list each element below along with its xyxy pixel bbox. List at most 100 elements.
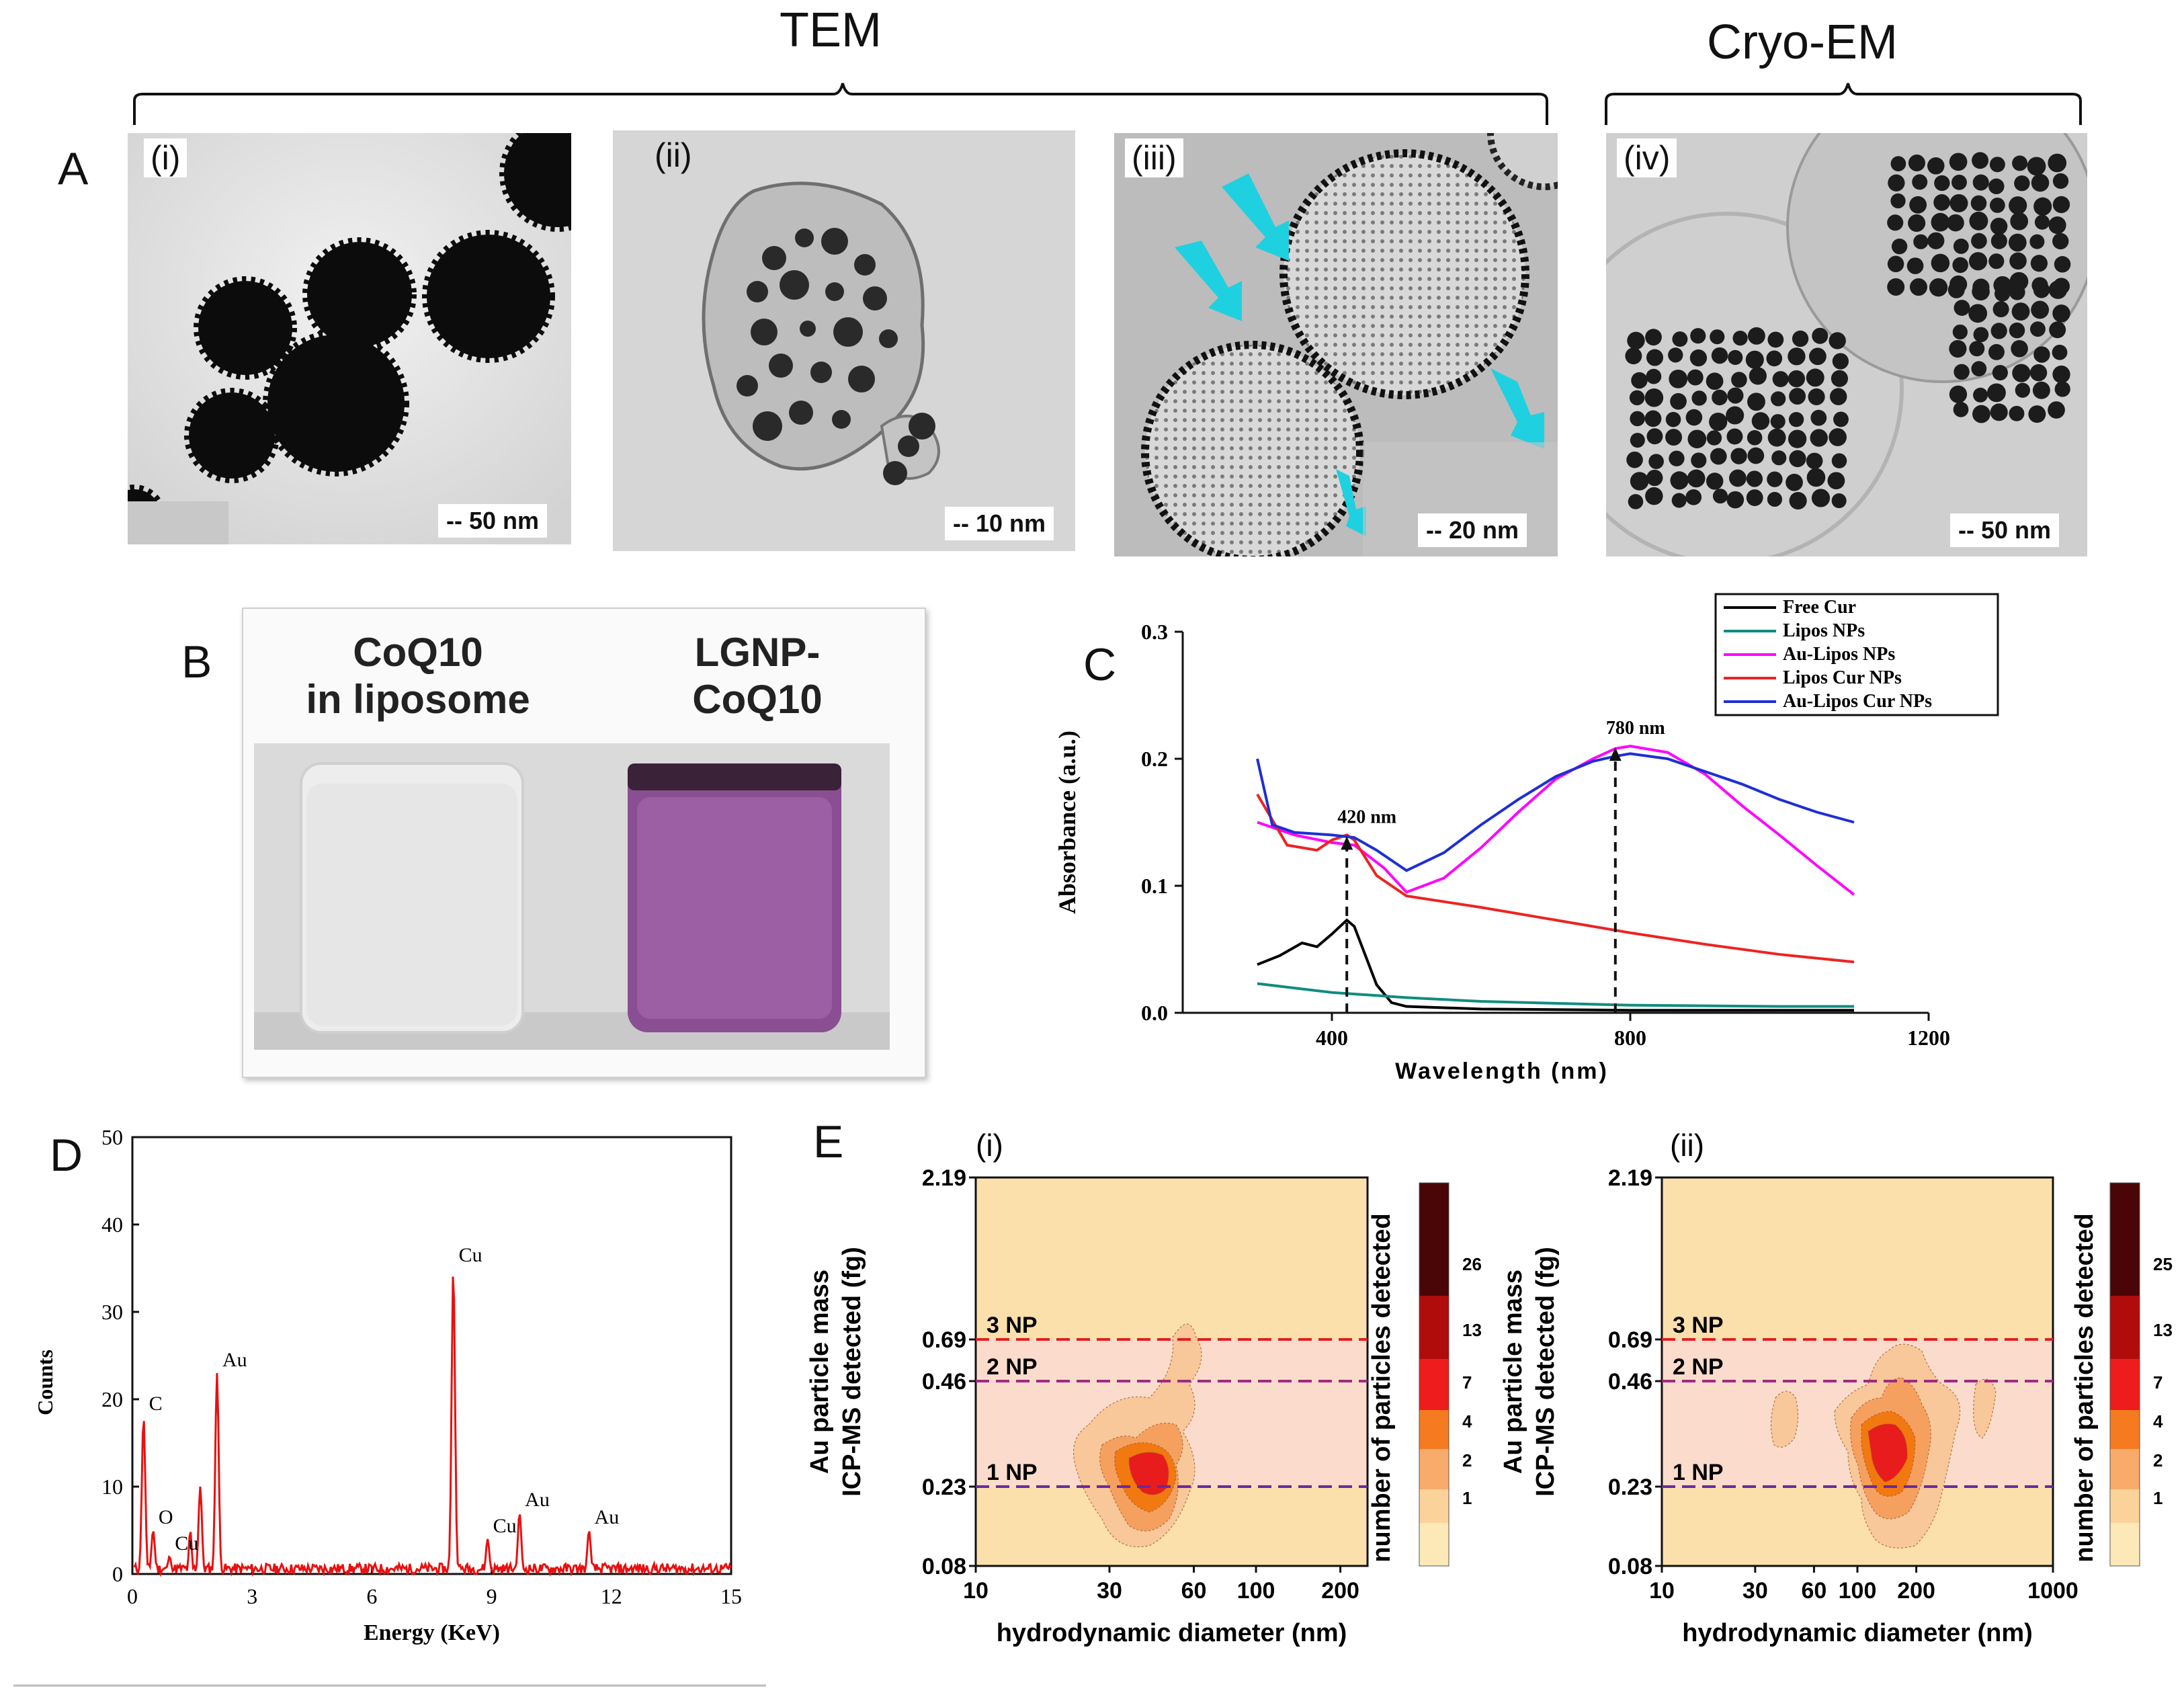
- colorbar-segment: [1419, 1183, 1449, 1296]
- colorbar-segment: [2110, 1296, 2140, 1359]
- chart-c-series-line: [1257, 745, 1855, 896]
- heatmap-threshold-label: 2 NP: [986, 1354, 1038, 1380]
- tem-image-iii: (iii) -- 20 nm: [1114, 133, 1558, 556]
- image-label-iii: (iii): [1125, 138, 1183, 177]
- panel-label-e: E: [813, 1116, 844, 1167]
- scale-bar-ii: -- 10 nm: [945, 507, 1054, 540]
- heatmap-x-tick-label: 60: [1181, 1578, 1207, 1604]
- colorbar-label: number of particles detected: [2070, 1213, 2099, 1562]
- colorbar-segment: [2110, 1359, 2140, 1410]
- chart-c-peak-arrow: [1341, 836, 1353, 850]
- image-label-i: (i): [144, 138, 187, 177]
- colorbar-frame: [2109, 1182, 2140, 1567]
- chart-c-y-tick-label: 0.1: [1141, 874, 1168, 898]
- chart-c-y-label: Absorbance (a.u.): [1054, 731, 1081, 914]
- vial-photo-frame: CoQ10 in liposome LGNP- CoQ10: [242, 608, 926, 1078]
- colorbar-segment: [1419, 1449, 1449, 1489]
- heatmap-x-tick-label: 10: [1649, 1578, 1675, 1604]
- vial-label-left-line1: CoQ10: [353, 630, 483, 675]
- panel-label-b: B: [181, 636, 212, 688]
- colorbar-tick-label: 13: [2153, 1320, 2173, 1340]
- heatmap-y-label-line1: Au particle mass: [806, 1270, 834, 1474]
- vial-label-left: CoQ10 in liposome: [243, 629, 593, 723]
- colorbar-tick-label: 4: [1462, 1411, 1472, 1432]
- colorbar-segment: [1419, 1410, 1449, 1449]
- vial-label-right-line1: LGNP-: [694, 630, 821, 675]
- heatmap-threshold-label: 1 NP: [986, 1460, 1038, 1485]
- heatmap-y-tick-label: 0.23: [922, 1475, 966, 1500]
- chart-d-peak-label: Cu: [493, 1515, 517, 1537]
- heatmap-x-label: hydrodynamic diameter (nm): [1682, 1619, 2033, 1647]
- colorbar-tick-label: 7: [1462, 1372, 1472, 1393]
- chart-d-peak-label: Au: [525, 1489, 550, 1511]
- chart-d-y-label: Counts: [33, 1350, 57, 1415]
- colorbar-segment: [2110, 1183, 2140, 1296]
- heatmap-sublabel: (i): [976, 1128, 1003, 1163]
- chart-d-peak-label: C: [149, 1393, 163, 1415]
- heatmap-density-region: [1128, 1452, 1169, 1495]
- chart-c-y-tick-label: 0.2: [1141, 747, 1168, 771]
- heatmap-y-tick-label: 0.69: [1608, 1327, 1652, 1353]
- chart-d-y-tick-label: 0: [112, 1562, 123, 1586]
- tem-header: TEM: [780, 3, 882, 57]
- tem-micrograph-iii: [1114, 133, 1558, 556]
- heatmap-x-tick-label: 1000: [2027, 1578, 2078, 1604]
- heatmap-y-tick-label: 2.19: [922, 1165, 966, 1191]
- heatmap-y-tick-label: 0.08: [1608, 1554, 1652, 1579]
- heatmap-x-tick-label: 30: [1742, 1578, 1768, 1604]
- image-label-ii: (ii): [655, 136, 692, 174]
- heatmap-y-tick-label: 0.69: [922, 1327, 966, 1353]
- heatmap-threshold-label: 3 NP: [1673, 1313, 1724, 1338]
- colorbar-segment: [2110, 1523, 2140, 1566]
- panel-label-a: A: [58, 143, 89, 194]
- chart-d-y-tick-label: 50: [101, 1125, 123, 1149]
- chart-d-peak-label: Au: [595, 1506, 620, 1528]
- vial-photo-art: [254, 743, 890, 1050]
- chart-d-peak-label: Au: [222, 1349, 247, 1371]
- cryo-em-image-iv: (iv) -- 50 nm: [1606, 133, 2087, 556]
- chart-c-x-tick-label: 400: [1316, 1026, 1348, 1050]
- colorbar-tick-label: 4: [2153, 1411, 2163, 1432]
- heatmap-x-tick-label: 200: [1897, 1578, 1935, 1604]
- vial-label-left-line2: in liposome: [306, 677, 530, 722]
- scale-bar-iii: -- 20 nm: [1418, 513, 1527, 547]
- chart-d-peak-label: Cu: [459, 1244, 482, 1266]
- heatmap-y-tick-label: 2.19: [1608, 1165, 1652, 1191]
- heatmap-threshold-label: 1 NP: [1673, 1460, 1724, 1485]
- chart-d-x-tick-label: 9: [487, 1584, 497, 1608]
- vial-label-right: LGNP- CoQ10: [593, 629, 922, 723]
- heatmap-density-region: [1770, 1391, 1798, 1448]
- chart-c-series-line: [1256, 793, 1855, 964]
- scale-bar-i: -- 50 nm: [438, 504, 548, 538]
- chart-c-legend-entry: Lipos NPs: [1783, 620, 1865, 641]
- heatmap-y-label-line2: ICP-MS detected (fg): [1531, 1247, 1560, 1497]
- vial-label-right-line2: CoQ10: [692, 677, 823, 722]
- cryo-em-header: Cryo-EM: [1707, 15, 1898, 69]
- heatmap-x-tick-label: 100: [1237, 1578, 1275, 1604]
- heatmap-y-label-line2: ICP-MS detected (fg): [838, 1247, 866, 1497]
- panel-label-d: D: [50, 1130, 83, 1181]
- chart-d-x-label: Energy (KeV): [364, 1620, 500, 1645]
- chart-d-frame: [131, 1136, 732, 1575]
- colorbar-tick-label: 1: [2153, 1488, 2162, 1508]
- tem-micrograph-ii: [613, 130, 1075, 551]
- image-label-iv: (iv): [1617, 138, 1677, 177]
- tem-micrograph-i: [128, 133, 571, 544]
- chart-d-y-tick-label: 30: [101, 1300, 123, 1324]
- heatmap-y-tick-label: 0.46: [922, 1369, 966, 1395]
- colorbar-tick-label: 7: [2153, 1372, 2162, 1393]
- heatmap-density-region: [1867, 1423, 1908, 1483]
- chart-c-legend-entry: Au-Lipos Cur NPs: [1783, 691, 1932, 712]
- heatmap-threshold-label: 3 NP: [986, 1313, 1038, 1338]
- colorbar-segment: [1419, 1489, 1449, 1523]
- colorbar-segment: [1419, 1359, 1449, 1410]
- colorbar-tick-label: 1: [1462, 1488, 1472, 1508]
- scale-bar-iv: -- 50 nm: [1950, 513, 2060, 547]
- chart-d-peak-label: Cu: [175, 1532, 198, 1555]
- chart-d-x-tick-label: 0: [127, 1584, 138, 1608]
- chart-d-x-tick-label: 3: [247, 1584, 257, 1608]
- chart-d-y-tick-label: 40: [101, 1212, 123, 1237]
- chart-c-y-tick-label: 0.0: [1141, 1001, 1168, 1025]
- heatmap-x-tick-label: 200: [1321, 1578, 1359, 1604]
